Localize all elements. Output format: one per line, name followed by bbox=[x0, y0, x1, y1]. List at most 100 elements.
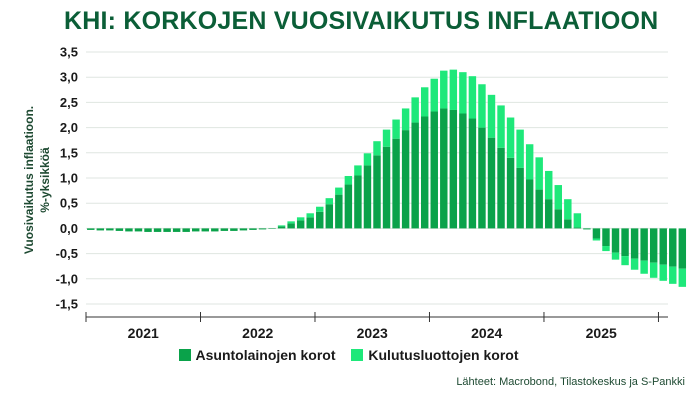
bar-mortgage bbox=[583, 228, 591, 230]
y-tick-label: 2,0 bbox=[60, 120, 78, 135]
bar-consumer-credit bbox=[296, 217, 305, 221]
bar-mortgage bbox=[478, 127, 486, 229]
bar-consumer-credit bbox=[487, 94, 496, 138]
bar-consumer-credit bbox=[325, 198, 334, 205]
bar-consumer-credit bbox=[649, 262, 658, 278]
bar-consumer-credit bbox=[478, 84, 486, 128]
legend: Asuntolainojen korot Kulutusluottojen ko… bbox=[0, 347, 697, 363]
x-axis: 2021 2022 2023 2024 2025 bbox=[85, 312, 668, 341]
bar-mortgage bbox=[649, 228, 658, 263]
bar-consumer-credit bbox=[525, 144, 534, 180]
bar-mortgage bbox=[487, 137, 496, 229]
bar-mortgage bbox=[573, 227, 582, 229]
y-tick-label: -1,0 bbox=[56, 271, 78, 286]
source-note: Lähteet: Macrobond, Tilastokeskus ja S-P… bbox=[456, 376, 685, 388]
y-tick-label: 1,0 bbox=[60, 171, 78, 186]
bar-consumer-credit bbox=[516, 129, 524, 168]
bar-mortgage bbox=[277, 226, 286, 229]
legend-swatch-consumer-credit bbox=[351, 349, 364, 361]
bar-mortgage bbox=[344, 184, 353, 229]
y-tick-label: 1,5 bbox=[60, 145, 78, 160]
bar-mortgage bbox=[497, 147, 505, 229]
bar-consumer-credit bbox=[449, 69, 458, 110]
bar-consumer-credit bbox=[506, 117, 515, 158]
bar-mortgage bbox=[659, 228, 667, 265]
bar-consumer-credit bbox=[678, 268, 687, 287]
bar-mortgage bbox=[640, 228, 648, 261]
bar-mortgage bbox=[468, 118, 477, 229]
bar-consumer-credit bbox=[640, 260, 648, 274]
bar-mortgage bbox=[440, 108, 448, 229]
bar-consumer-credit bbox=[669, 266, 677, 284]
bar-mortgage bbox=[163, 228, 171, 232]
bar-mortgage bbox=[325, 204, 334, 229]
bar-consumer-credit bbox=[554, 185, 562, 210]
bar-consumer-credit bbox=[277, 225, 286, 227]
bar-mortgage bbox=[602, 228, 610, 247]
y-tick-label: 0,5 bbox=[60, 196, 78, 211]
bar-mortgage bbox=[411, 122, 419, 229]
bar-mortgage bbox=[172, 228, 181, 232]
bar-mortgage bbox=[96, 228, 105, 231]
bar-mortgage bbox=[554, 209, 562, 229]
bar-mortgage bbox=[201, 228, 209, 232]
bar-mortgage bbox=[592, 228, 601, 239]
bar-mortgage bbox=[153, 228, 162, 232]
bar-mortgage bbox=[335, 194, 343, 229]
bar-consumer-credit bbox=[287, 221, 295, 224]
bar-mortgage bbox=[392, 138, 400, 229]
bar-mortgage bbox=[230, 228, 238, 231]
bar-consumer-credit bbox=[430, 78, 438, 112]
bar-mortgage bbox=[192, 228, 200, 232]
bar-consumer-credit bbox=[401, 108, 410, 131]
bar-mortgage bbox=[220, 228, 229, 231]
legend-item-mortgage: Asuntolainojen korot bbox=[178, 347, 336, 363]
bar-consumer-credit bbox=[440, 70, 448, 109]
bar-mortgage bbox=[125, 228, 133, 232]
bar-consumer-credit bbox=[306, 213, 314, 218]
bar-mortgage bbox=[182, 228, 190, 232]
bar-mortgage bbox=[525, 179, 534, 229]
bar-consumer-credit bbox=[630, 258, 639, 270]
legend-item-consumer-credit: Kulutusluottojen korot bbox=[351, 347, 518, 363]
bar-consumer-credit bbox=[459, 72, 467, 114]
y-tick-label: 3,0 bbox=[60, 70, 78, 85]
bar-consumer-credit bbox=[602, 246, 610, 252]
bars bbox=[87, 69, 687, 287]
legend-swatch-mortgage bbox=[178, 349, 191, 361]
bar-mortgage bbox=[258, 228, 267, 230]
y-tick-label: -1,5 bbox=[56, 297, 78, 312]
bar-consumer-credit bbox=[535, 157, 543, 190]
y-tick-label: 0,0 bbox=[60, 221, 78, 236]
bar-mortgage bbox=[449, 109, 458, 229]
bar-mortgage bbox=[678, 228, 687, 269]
y-tick-label: -0,5 bbox=[56, 246, 78, 261]
bar-mortgage bbox=[354, 175, 362, 229]
bar-consumer-credit bbox=[392, 119, 400, 139]
bar-mortgage bbox=[134, 228, 143, 232]
bar-mortgage bbox=[430, 111, 438, 229]
bar-consumer-credit bbox=[621, 256, 629, 266]
bar-mortgage bbox=[306, 217, 314, 229]
bar-mortgage bbox=[564, 219, 572, 229]
x-tick-label: 2021 bbox=[128, 325, 159, 341]
y-tick-label: 3,5 bbox=[60, 45, 78, 60]
bar-mortgage bbox=[87, 228, 95, 230]
bar-mortgage bbox=[115, 228, 124, 231]
bar-consumer-credit bbox=[344, 175, 353, 185]
bar-consumer-credit bbox=[659, 264, 667, 281]
bar-consumer-credit bbox=[611, 252, 620, 260]
bar-mortgage bbox=[535, 189, 543, 229]
y-tick-label: 2,5 bbox=[60, 95, 78, 110]
y-axis-ticks: -1,5 -1,0 -0,5 0,0 0,5 1,0 1,5 2,0 2,5 3,0 3,5 bbox=[56, 45, 78, 312]
bar-mortgage bbox=[144, 228, 152, 232]
bar-consumer-credit bbox=[592, 238, 601, 241]
bar-mortgage bbox=[611, 228, 620, 253]
bar-mortgage bbox=[621, 228, 629, 257]
x-tick-label: 2024 bbox=[471, 325, 502, 341]
chart-title: KHI: KORKOJEN VUOSIVAIKUTUS INFLAATIOON bbox=[64, 7, 659, 35]
bar-mortgage bbox=[516, 167, 524, 229]
bar-mortgage bbox=[401, 130, 410, 229]
bar-consumer-credit bbox=[316, 206, 324, 212]
